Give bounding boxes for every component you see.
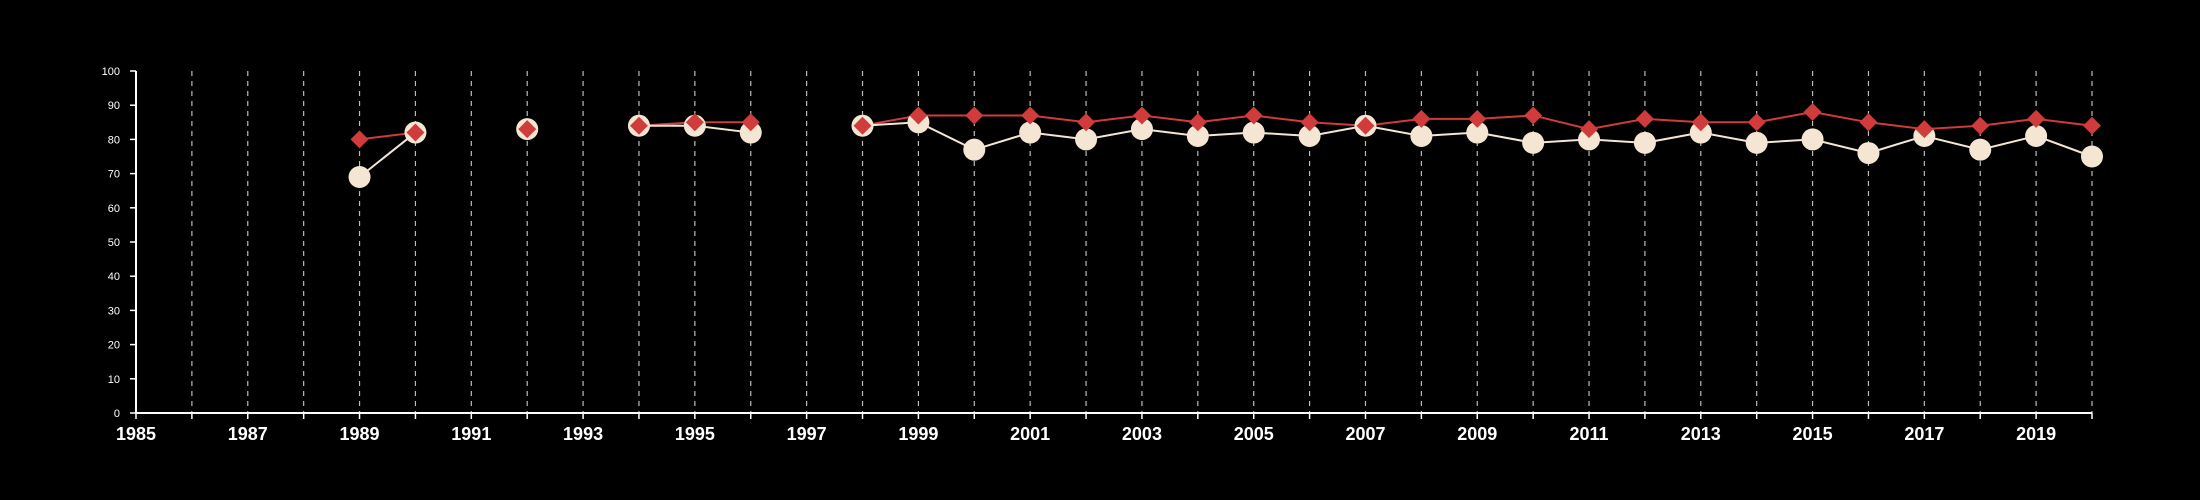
diamond-marker-2002	[1077, 113, 1096, 132]
y-tick-label: 50	[108, 237, 120, 249]
x-tick-label: 1995	[675, 424, 715, 444]
circle-marker-2005	[1242, 121, 1265, 144]
vertical-gridlines	[191, 71, 2093, 413]
x-tick-label: 1997	[787, 424, 827, 444]
diamond-marker-2004	[1188, 113, 1207, 132]
y-tick-label: 60	[108, 203, 120, 215]
diamond-marker-2013	[1691, 113, 1710, 132]
diamond-marker-2006	[1300, 113, 1319, 132]
circle-marker-2000	[963, 138, 986, 161]
circle-marker-2009	[1466, 121, 1489, 144]
circle-marker-2001	[1019, 121, 1042, 144]
diamond-marker-2017	[1915, 120, 1934, 139]
series-2-line	[358, 131, 417, 178]
circle-marker-1989	[348, 166, 371, 189]
x-tick-label: 1987	[228, 424, 268, 444]
x-tick-label: 2003	[1122, 424, 1162, 444]
diamond-marker-1989	[350, 130, 369, 149]
y-tick-label: 100	[102, 66, 120, 78]
circle-marker-2006	[1298, 124, 1321, 147]
diamond-marker-2019	[2027, 109, 2046, 128]
diamond-marker-2015	[1803, 103, 1822, 122]
x-tick-label: 1993	[563, 424, 603, 444]
circle-marker-2004	[1186, 124, 1209, 147]
x-tick-label: 2009	[1457, 424, 1497, 444]
circle-marker-2012	[1633, 131, 1656, 154]
diamond-marker-1990	[406, 123, 425, 142]
diamond-marker-2020	[2083, 116, 2101, 135]
circle-marker-2008	[1410, 124, 1433, 147]
diamond-marker-2003	[1132, 106, 1151, 125]
y-tick-label: 0	[114, 408, 120, 420]
x-tick-label: 2011	[1569, 424, 1608, 444]
circle-marker-2013	[1689, 121, 1712, 144]
circle-marker-2014	[1745, 131, 1768, 154]
circle-marker-2020	[2081, 145, 2103, 168]
diamond-marker-2016	[1859, 113, 1878, 132]
circle-marker-2002	[1075, 128, 1098, 151]
diamond-marker-2014	[1747, 113, 1766, 132]
x-tick-label: 1985	[116, 424, 156, 444]
diamond-marker-1994	[629, 116, 648, 135]
diamond-marker-2011	[1580, 120, 1599, 139]
diamond-marker-2001	[1021, 106, 1040, 125]
circle-marker-2010	[1522, 131, 1545, 154]
diamond-marker-2009	[1468, 109, 1487, 128]
diamond-marker-1998	[853, 116, 872, 135]
circle-marker-2016	[1857, 142, 1880, 165]
diamond-marker-2008	[1412, 109, 1431, 128]
circle-marker-2018	[1969, 138, 1992, 161]
axes: 1985 1987 1989 1991 1993 1995 1997 1999 2001 2003…	[102, 66, 2093, 444]
circle-marker-2019	[2025, 124, 2048, 147]
circle-marker-2003	[1130, 118, 1153, 141]
diamond-marker-1996	[741, 113, 760, 132]
diamond-marker-1995	[685, 113, 704, 132]
circle-marker-2015	[1801, 128, 1824, 151]
x-tick-label: 2005	[1234, 424, 1274, 444]
diamond-marker-2005	[1244, 106, 1263, 125]
y-tick-label: 40	[108, 271, 120, 283]
y-tick-label: 90	[108, 100, 120, 112]
y-tick-label: 80	[108, 134, 120, 146]
y-tick-label: 10	[108, 374, 120, 386]
circle-marker-1996	[739, 121, 762, 144]
y-tick-label: 70	[108, 169, 120, 181]
diamond-marker-2010	[1524, 106, 1543, 125]
x-tick-label: 2019	[2016, 424, 2056, 444]
x-tick-label: 1989	[340, 424, 380, 444]
y-tick-label: 20	[108, 340, 120, 352]
diamond-marker-2007	[1356, 116, 1375, 135]
y-tick-label: 30	[108, 305, 120, 317]
diamond-marker-2000	[965, 106, 984, 125]
x-tick-label: 1999	[898, 424, 938, 444]
circle-marker-2011	[1578, 128, 1601, 151]
diamond-marker-2012	[1635, 109, 1654, 128]
x-tick-label: 2015	[1793, 424, 1833, 444]
x-tick-label: 1991	[451, 424, 491, 444]
x-tick-label: 2017	[1904, 424, 1944, 444]
diamond-marker-1992	[518, 120, 537, 139]
x-tick-label: 2013	[1681, 424, 1721, 444]
x-tick-label: 2007	[1345, 424, 1385, 444]
diamond-marker-1999	[909, 106, 928, 125]
diamond-marker-2018	[1971, 116, 1990, 135]
x-tick-label: 2001	[1010, 424, 1050, 444]
series	[348, 103, 2103, 189]
